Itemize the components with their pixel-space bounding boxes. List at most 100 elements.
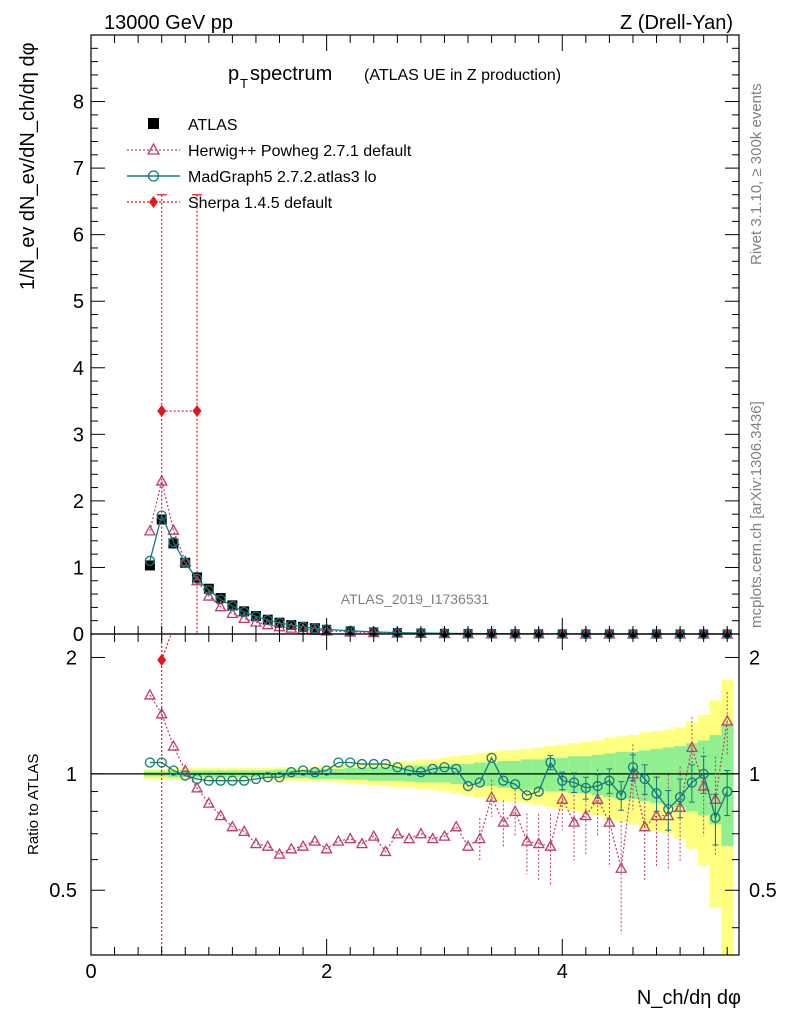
top-panel-data xyxy=(143,194,734,640)
rivet-label: Rivet 3.1.10, ≥ 300k events xyxy=(748,83,765,265)
herwig-ratio-point xyxy=(426,832,439,844)
madgraph-ratio-point xyxy=(309,767,321,778)
title-sub: T xyxy=(240,76,248,91)
y-tick-label: 7 xyxy=(73,158,84,180)
madgraph-ratio-point xyxy=(698,768,709,780)
herwig-ratio-point xyxy=(143,688,157,700)
legend-herwig-marker xyxy=(146,142,161,155)
title-p: p xyxy=(228,63,239,85)
herwig-ratio-point xyxy=(485,790,498,802)
herwig-ratio-point xyxy=(473,832,486,844)
herwig-ratio-point xyxy=(391,827,404,839)
madgraph-ratio-point xyxy=(297,765,309,776)
sherpa-ratio-line xyxy=(161,633,172,661)
herwig-ratio-point xyxy=(367,829,380,841)
madgraph-ratio-point xyxy=(392,762,403,773)
madgraph-ratio-point xyxy=(568,777,580,788)
madgraph-ratio-point xyxy=(486,752,497,764)
madgraph-ratio-point xyxy=(639,773,650,785)
herwig-point xyxy=(214,600,227,612)
process-label: Z (Drell-Yan) xyxy=(620,12,733,34)
title-extra: (ATLAS UE in Z production) xyxy=(364,67,561,84)
band-stat xyxy=(709,735,722,825)
legend-sherpa-marker xyxy=(149,196,158,208)
band-stat xyxy=(532,759,546,790)
madgraph-ratio-point xyxy=(380,758,391,770)
madgraph-point xyxy=(309,623,321,634)
y-tick-label: 2 xyxy=(73,491,84,513)
ratio-y-tick-label-right: 2 xyxy=(749,647,760,669)
madgraph-ratio-point xyxy=(250,773,262,785)
herwig-ratio-point xyxy=(214,809,227,821)
y-tick-label: 1 xyxy=(73,557,84,579)
y-tick-label: 5 xyxy=(73,291,84,313)
herwig-ratio-point xyxy=(344,832,357,844)
herwig-ratio-line xyxy=(149,694,728,869)
herwig-ratio-point xyxy=(296,839,310,851)
xlabel: N_ch/dη dφ xyxy=(637,987,741,1009)
herwig-point xyxy=(226,607,239,619)
madgraph-ratio-point xyxy=(262,772,273,783)
herwig-ratio-point xyxy=(320,842,333,854)
madgraph-ratio-point xyxy=(616,790,627,801)
madgraph-ratio-point xyxy=(592,780,603,792)
atlas-point xyxy=(203,583,214,594)
herwig-point xyxy=(238,612,251,624)
madgraph-ratio-point xyxy=(580,782,591,794)
y-tick-label: 8 xyxy=(73,92,84,114)
madgraph-ratio-point xyxy=(627,762,639,773)
madgraph-ratio-point xyxy=(333,757,344,768)
herwig-ratio-point xyxy=(556,792,569,804)
energy-label: 13000 GeV pp xyxy=(104,12,233,34)
madgraph-point xyxy=(227,600,238,612)
herwig-ratio-point xyxy=(438,829,451,841)
legend-sherpa-label: Sherpa 1.4.5 default xyxy=(188,195,333,212)
madgraph-ratio-point xyxy=(191,773,203,785)
herwig-point xyxy=(285,621,298,633)
herwig-ratio-point xyxy=(355,837,369,849)
herwig-ratio-point xyxy=(685,741,698,753)
herwig-ratio-point xyxy=(544,839,557,851)
madgraph-ratio-point xyxy=(462,780,474,792)
legend-atlas-label: ATLAS xyxy=(188,117,238,134)
atlas-point xyxy=(168,538,179,549)
herwig-ratio-point xyxy=(167,739,180,751)
madgraph-ratio-point xyxy=(274,772,285,783)
legend-atlas-marker xyxy=(148,118,159,129)
sherpa-point xyxy=(192,405,202,418)
herwig-ratio-point xyxy=(721,714,734,726)
madgraph-point xyxy=(239,606,250,618)
herwig-ratio-point xyxy=(520,834,534,846)
mcplots-label: mcplots.cern.ch [arXiv:1306.3436] xyxy=(748,401,765,628)
herwig-point xyxy=(143,524,157,536)
legend: ATLAS Herwig++ Powheg 2.7.1 default MadG… xyxy=(127,117,412,212)
madgraph-ratio-point xyxy=(557,775,568,786)
herwig-ratio-point xyxy=(308,834,321,846)
madgraph-ratio-point xyxy=(227,775,238,786)
madgraph-point xyxy=(286,619,297,631)
ratio-panel-frame xyxy=(90,633,740,956)
herwig-ratio-point xyxy=(461,839,475,851)
madgraph-ratio-point xyxy=(710,812,721,823)
madgraph-ratio-point xyxy=(451,763,462,775)
madgraph-ratio-point xyxy=(286,767,297,778)
x-tick-label: 0 xyxy=(85,961,96,983)
madgraph-ratio-point xyxy=(474,777,485,788)
legend-madgraph-label: MadGraph5 2.7.2.atlas3 lo xyxy=(188,169,377,186)
herwig-ratio-point xyxy=(226,820,239,832)
madgraph-ratio-point xyxy=(521,790,533,801)
herwig-ratio-point xyxy=(379,845,392,857)
herwig-ratio-point xyxy=(638,820,651,832)
ratio-panel-data xyxy=(143,633,734,955)
madgraph-ratio-point xyxy=(356,758,368,770)
herwig-point xyxy=(179,555,192,567)
madgraph-ratio-point xyxy=(239,775,250,786)
herwig-point xyxy=(190,574,204,586)
madgraph-point xyxy=(144,555,156,566)
madgraph-ratio-point xyxy=(415,767,427,778)
top-ylabel: 1/N_ev dN_ev/dN_ch/dη dφ xyxy=(17,42,39,290)
legend-madgraph-marker xyxy=(147,170,160,182)
madgraph-ratio-point xyxy=(168,765,179,776)
